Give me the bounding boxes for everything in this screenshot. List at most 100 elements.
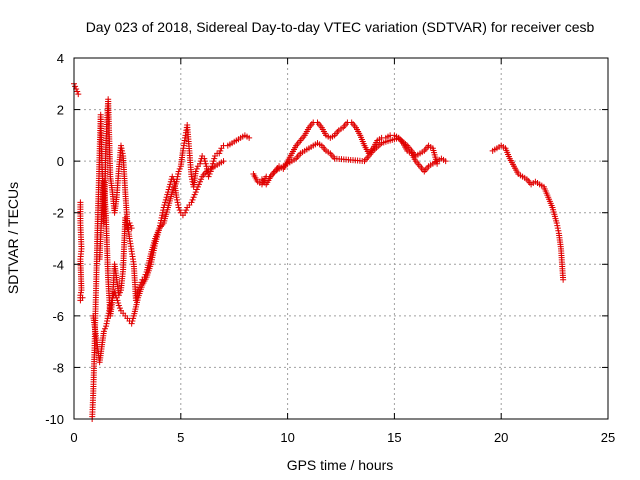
data-point-marker [170, 176, 177, 183]
data-point-marker [159, 212, 166, 219]
data-point-marker [158, 217, 165, 224]
data-point-marker [190, 194, 197, 201]
data-point-marker [174, 199, 181, 206]
data-point-marker [188, 173, 195, 180]
data-point-marker [198, 176, 205, 183]
data-point-marker [78, 287, 85, 294]
data-point-marker [205, 173, 212, 180]
data-point-marker [119, 147, 126, 154]
data-point-marker [118, 145, 125, 152]
data-point-marker [101, 325, 108, 332]
data-point-marker [191, 191, 198, 198]
data-point-marker [210, 158, 217, 165]
data-point-marker [188, 199, 195, 206]
axis-ticks: 0 5 10 15 20 25 -10 -8 -6 -4 -2 0 2 4 [45, 51, 615, 445]
data-point-marker [560, 276, 567, 283]
data-point-marker [166, 183, 173, 190]
data-point-marker [160, 207, 167, 214]
grid [74, 58, 608, 419]
data-point-marker [175, 168, 182, 175]
data-point-marker [160, 204, 167, 211]
data-point-marker [175, 201, 182, 208]
data-point-marker [192, 168, 199, 175]
data-point-marker [79, 294, 86, 301]
data-point-marker [189, 196, 196, 203]
y-tick-label: -4 [52, 257, 64, 272]
data-point-marker [175, 171, 182, 178]
data-point-marker [122, 217, 129, 224]
y-axis-label: SDTVAR / TECUs [5, 182, 21, 294]
data-point-marker [220, 158, 227, 165]
x-tick-label: 25 [601, 430, 615, 445]
data-point-marker [162, 196, 169, 203]
data-point-marker [115, 292, 122, 299]
data-point-marker [122, 214, 129, 221]
data-point-marker [197, 178, 204, 185]
data-point-marker [72, 83, 79, 90]
data-point-marker [554, 222, 561, 229]
x-tick-label: 5 [177, 430, 184, 445]
data-point-marker [434, 160, 441, 167]
data-point-marker [192, 189, 199, 196]
data-point-marker [75, 91, 82, 98]
data-point-marker [202, 160, 209, 167]
chart-title: Day 023 of 2018, Sidereal Day-to-day VTE… [86, 19, 595, 35]
data-point-marker [246, 134, 253, 141]
data-point-marker [158, 214, 165, 221]
y-tick-label: -6 [52, 309, 64, 324]
data-point-marker [164, 189, 171, 196]
data-point-marker [74, 88, 81, 95]
data-point-marker [104, 315, 111, 322]
data-point-marker [115, 299, 122, 306]
data-point-marker [197, 160, 204, 167]
data-point-marker [183, 207, 190, 214]
x-axis-label: GPS time / hours [287, 457, 394, 473]
data-point-marker [128, 320, 135, 327]
data-point-marker [176, 207, 183, 214]
data-point-marker [193, 165, 200, 172]
data-point-marker [555, 227, 562, 234]
x-tick-label: 20 [494, 430, 508, 445]
data-point-marker [203, 163, 210, 170]
data-point-marker [100, 328, 107, 335]
data-point-marker [130, 315, 137, 322]
data-point-marker [129, 318, 136, 325]
data-point-marker [189, 176, 196, 183]
data-point-marker [174, 196, 181, 203]
data-point-marker [128, 225, 135, 232]
data-point-marker [126, 220, 133, 227]
data-point-marker [554, 225, 561, 232]
data-point-marker [175, 204, 182, 211]
data-point-marker [127, 222, 134, 229]
x-tick-label: 10 [280, 430, 294, 445]
data-point-marker [165, 186, 172, 193]
data-point-marker [211, 155, 218, 162]
data-point-marker [103, 323, 110, 330]
data-point-marker [156, 225, 163, 232]
data-point-marker [116, 305, 123, 312]
data-point-marker [161, 201, 168, 208]
x-tick-label: 0 [70, 430, 77, 445]
data-point-marker [77, 289, 84, 296]
data-point-marker [201, 155, 208, 162]
data-point-marker [206, 171, 213, 178]
data-point-marker [182, 209, 189, 216]
data-point-marker [119, 150, 126, 157]
data-point-marker [162, 199, 169, 206]
data-point-marker [116, 289, 123, 296]
data-point-marker [442, 158, 449, 165]
data-point-marker [217, 147, 224, 154]
data-point-marker [195, 181, 202, 188]
data-point-marker [117, 142, 124, 149]
data-point-marker [193, 186, 200, 193]
x-tick-label: 15 [387, 430, 401, 445]
y-tick-label: 0 [57, 154, 64, 169]
data-point-marker [104, 318, 111, 325]
data-point-marker [216, 150, 223, 157]
y-tick-label: 2 [57, 103, 64, 118]
y-tick-label: 4 [57, 51, 64, 66]
y-tick-label: -2 [52, 206, 64, 221]
y-tick-label: -10 [45, 412, 64, 427]
data-point-marker [157, 220, 164, 227]
